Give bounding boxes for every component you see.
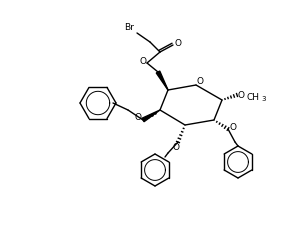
Polygon shape (156, 71, 168, 90)
Text: Br: Br (124, 22, 134, 32)
Polygon shape (142, 110, 160, 122)
Text: O: O (134, 112, 142, 122)
Text: O: O (230, 122, 236, 131)
Text: O: O (172, 142, 179, 151)
Text: 3: 3 (262, 96, 266, 102)
Text: CH: CH (247, 92, 260, 101)
Text: O: O (196, 76, 203, 86)
Text: O: O (140, 56, 146, 65)
Text: O: O (238, 90, 244, 99)
Text: O: O (175, 38, 182, 47)
